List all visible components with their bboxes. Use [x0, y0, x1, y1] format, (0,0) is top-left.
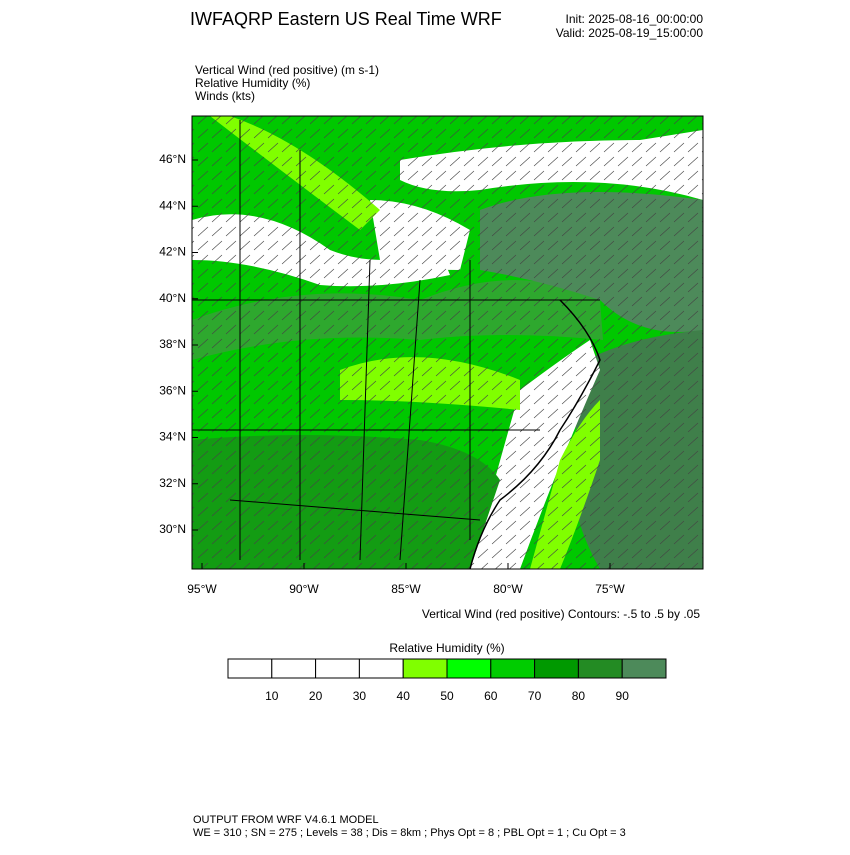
field-label: Vertical Wind (red positive) (m s-1)	[195, 63, 379, 77]
colorbar-label: 70	[528, 689, 542, 703]
lat-label: 42°N	[159, 245, 186, 259]
colorbar-label: 10	[265, 689, 279, 703]
contour-note: Vertical Wind (red positive) Contours: -…	[422, 607, 700, 621]
lat-label: 36°N	[159, 383, 186, 397]
colorbar-box	[358, 658, 404, 679]
lon-label: 75°W	[595, 582, 625, 596]
colorbar-box	[315, 658, 360, 679]
lat-label: 46°N	[159, 152, 186, 166]
init-time: Init: 2025-08-16_00:00:00	[566, 12, 704, 26]
lat-label: 44°N	[159, 198, 186, 212]
lon-label: 90°W	[289, 582, 319, 596]
footer-line: OUTPUT FROM WRF V4.6.1 MODEL	[193, 814, 379, 826]
field-label: Relative Humidity (%)	[195, 76, 310, 90]
lon-label: 85°W	[391, 582, 421, 596]
lat-label: 30°N	[159, 522, 186, 536]
lat-label: 34°N	[159, 430, 186, 444]
colorbar-label: 60	[484, 689, 498, 703]
colorbar-box	[621, 658, 667, 679]
lon-labels: 95°W 90°W 85°W 80°W 75°W	[187, 563, 625, 596]
colorbar-box	[227, 658, 273, 679]
colorbar: 10 20 30 40 50 60 70 80 90	[227, 658, 667, 703]
lat-labels: 46°N 44°N 42°N 40°N 38°N 36°N 34°N 32°N 30°N	[159, 152, 198, 536]
lon-label: 80°W	[493, 582, 523, 596]
colorbar-box	[402, 658, 448, 679]
colorbar-label: 80	[572, 689, 586, 703]
colorbar-title: Relative Humidity (%)	[389, 641, 504, 655]
map	[192, 116, 703, 569]
valid-time: Valid: 2025-08-19_15:00:00	[556, 26, 704, 40]
field-label: Winds (kts)	[195, 89, 255, 103]
colorbar-label: 30	[353, 689, 367, 703]
colorbar-box	[446, 658, 492, 679]
colorbar-box	[534, 658, 579, 679]
colorbar-box	[577, 658, 623, 679]
footer-line: WE = 310 ; SN = 275 ; Levels = 38 ; Dis …	[193, 827, 626, 839]
lon-label: 95°W	[187, 582, 217, 596]
lat-label: 38°N	[159, 337, 186, 351]
colorbar-label: 20	[309, 689, 323, 703]
colorbar-box	[490, 658, 536, 679]
colorbar-label: 90	[616, 689, 630, 703]
map-frame	[191, 115, 704, 570]
colorbar-label: 50	[440, 689, 454, 703]
colorbar-label: 40	[397, 689, 411, 703]
lat-label: 40°N	[159, 291, 186, 305]
colorbar-box	[271, 658, 317, 679]
lat-label: 32°N	[159, 476, 186, 490]
title: IWFAQRP Eastern US Real Time WRF	[190, 9, 502, 29]
